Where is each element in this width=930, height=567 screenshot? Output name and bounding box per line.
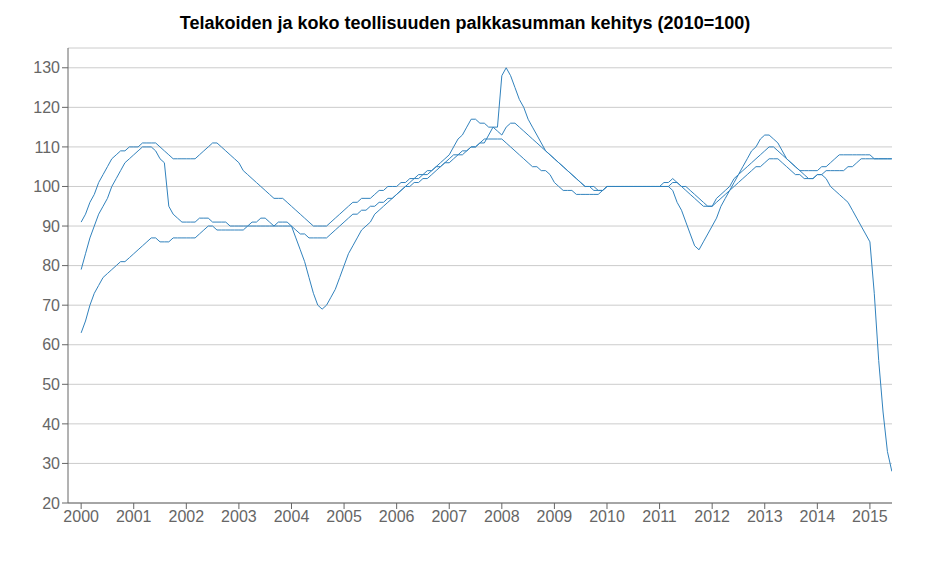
svg-text:2009: 2009 <box>537 508 573 525</box>
svg-text:2008: 2008 <box>484 508 520 525</box>
svg-text:110: 110 <box>34 139 60 156</box>
svg-text:120: 120 <box>33 99 60 116</box>
svg-text:2014: 2014 <box>800 508 836 525</box>
svg-text:40: 40 <box>42 416 60 433</box>
svg-text:2004: 2004 <box>274 508 310 525</box>
svg-text:2000: 2000 <box>63 508 99 525</box>
svg-text:2012: 2012 <box>694 508 730 525</box>
svg-text:2002: 2002 <box>169 508 205 525</box>
svg-text:2003: 2003 <box>221 508 257 525</box>
svg-text:2013: 2013 <box>747 508 783 525</box>
svg-text:90: 90 <box>42 218 60 235</box>
svg-text:80: 80 <box>42 257 60 274</box>
svg-text:60: 60 <box>42 336 60 353</box>
svg-text:2011: 2011 <box>642 508 677 525</box>
svg-text:2006: 2006 <box>379 508 415 525</box>
svg-text:30: 30 <box>42 455 60 472</box>
svg-text:2007: 2007 <box>431 508 467 525</box>
svg-text:2001: 2001 <box>116 508 152 525</box>
svg-text:2005: 2005 <box>326 508 362 525</box>
svg-text:2010: 2010 <box>589 508 625 525</box>
svg-text:100: 100 <box>33 178 60 195</box>
svg-text:20: 20 <box>42 495 60 512</box>
svg-text:70: 70 <box>42 297 60 314</box>
svg-text:130: 130 <box>33 59 60 76</box>
html-text:Telakoiden ja koko teollisuude: Telakoiden ja koko teollisuuden palkkasu… <box>179 13 751 33</box>
svg-text:2015: 2015 <box>852 508 888 525</box>
svg-text:50: 50 <box>42 376 60 393</box>
